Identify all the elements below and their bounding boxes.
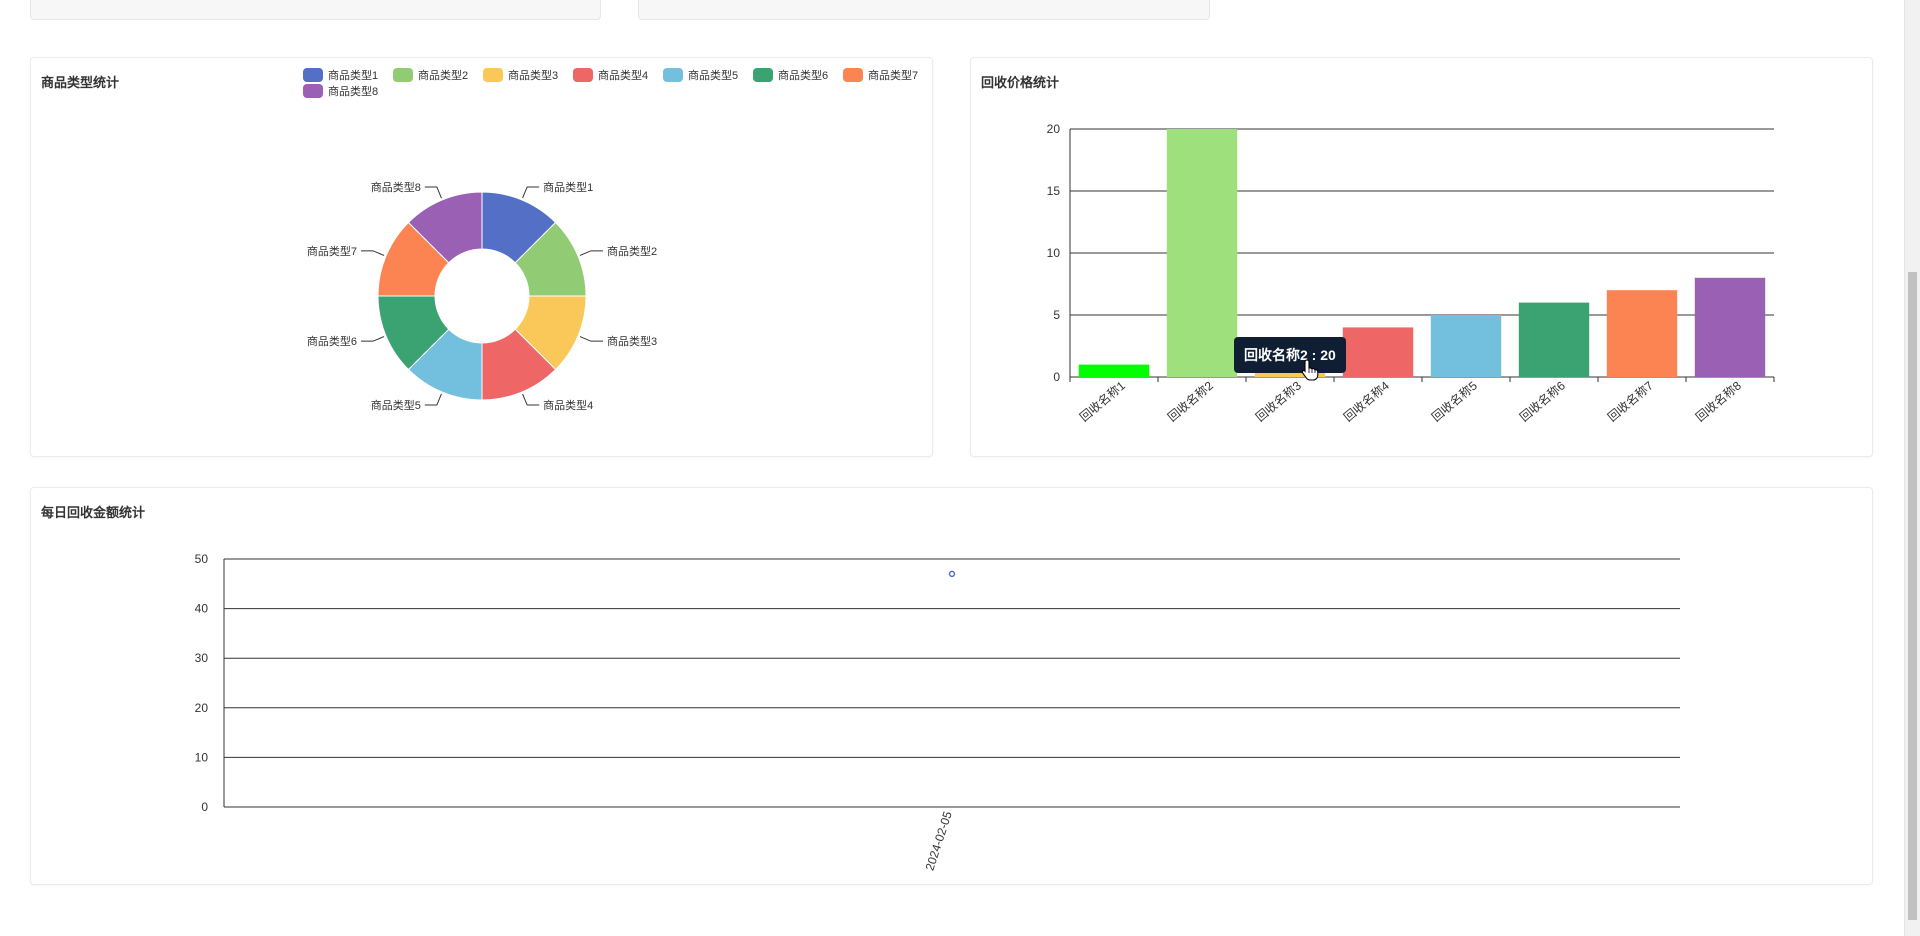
bar-1 (1078, 364, 1150, 377)
donut-leader-line-6 (360, 336, 385, 342)
legend-label-8: 商品类型8 (328, 84, 378, 98)
legend-swatch-6 (753, 68, 773, 82)
legend-label-7: 商品类型7 (868, 68, 918, 82)
bar-8 (1694, 277, 1766, 377)
bar-ytick-label: 20 (1047, 122, 1061, 136)
daily-amount-title: 每日回收金额统计 (41, 505, 146, 520)
daily-ytick-label: 50 (195, 552, 209, 566)
recycle-price-card: 回收价格统计 0 5 10 15 20 回收名称1 回收名称2 回收名称3 回收名称4 回收名称5… (970, 57, 1873, 457)
donut-label-4: 商品类型4 (543, 398, 593, 412)
hand-cursor-icon (1301, 359, 1319, 381)
donut-label-5: 商品类型5 (371, 398, 421, 412)
product-type-card: 商品类型统计 商品类型1 商品类型2 商品类型3 商品类型4 商品类型5 商品类型6 商品类… (30, 57, 933, 457)
bar-xtick-label-4: 回收名称4 (1340, 378, 1392, 425)
bar-xtick-label-1: 回收名称1 (1076, 378, 1128, 425)
legend-swatch-2 (393, 68, 413, 82)
donut-leader-line-4 (522, 393, 540, 406)
donut-label-7: 商品类型7 (307, 244, 357, 258)
daily-xtick-label-1: 2024-02-05 (923, 809, 955, 872)
daily-ytick-label: 20 (195, 701, 209, 715)
daily-ytick-label: 30 (195, 651, 209, 665)
donut-leader-line-3 (579, 336, 604, 342)
product-type-donut-chart: 商品类型1 商品类型2 商品类型3 商品类型4 商品类型5 商品类型6 商品类型7 商品类型8… (303, 68, 918, 412)
donut-label-2: 商品类型2 (607, 244, 657, 258)
legend-swatch-1 (303, 68, 323, 82)
bar-2 (1166, 129, 1238, 377)
daily-point-1 (948, 570, 956, 578)
bar-7 (1606, 290, 1678, 377)
legend-swatch-5 (663, 68, 683, 82)
bar-xtick-label-2: 回收名称2 (1164, 378, 1216, 425)
donut-leader-line-7 (360, 250, 385, 256)
legend-label-3: 商品类型3 (508, 68, 558, 82)
daily-ytick-label: 10 (195, 750, 209, 764)
product-type-title: 商品类型统计 (41, 75, 120, 90)
donut-leader-line-5 (424, 393, 442, 406)
legend-label-2: 商品类型2 (418, 68, 468, 82)
donut-leader-line-1 (522, 186, 540, 199)
daily-amount-line-chart: 0 10 20 30 40 50 2024-02-05 (195, 552, 1680, 872)
legend-swatch-8 (303, 84, 323, 98)
top-card-right (638, 0, 1210, 20)
legend-swatch-3 (483, 68, 503, 82)
bar-xtick-label-6: 回收名称6 (1516, 378, 1568, 425)
bar-ytick-label: 10 (1047, 246, 1061, 260)
legend-label-1: 商品类型1 (328, 68, 378, 82)
donut-label-8: 商品类型8 (371, 180, 421, 194)
bar-6 (1518, 302, 1590, 377)
bar-tooltip: 回收名称2 : 20 (1234, 337, 1346, 373)
page-scrollbar-thumb[interactable] (1908, 272, 1917, 920)
legend-swatch-7 (843, 68, 863, 82)
legend-swatch-4 (573, 68, 593, 82)
top-card-left (30, 0, 601, 20)
page-scrollbar[interactable] (1904, 0, 1920, 936)
daily-amount-card: 每日回收金额统计 0 10 20 30 40 50 2024-02-05 (30, 487, 1873, 885)
donut-slice-8 (407, 191, 483, 264)
legend-label-4: 商品类型4 (598, 68, 648, 82)
donut-leader-line-8 (424, 186, 442, 199)
legend-label-5: 商品类型5 (688, 68, 738, 82)
bar-ytick-label: 0 (1053, 370, 1060, 384)
bar-xtick-label-5: 回收名称5 (1428, 378, 1480, 425)
recycle-price-title: 回收价格统计 (981, 75, 1060, 90)
bar-ytick-label: 5 (1053, 308, 1060, 322)
recycle-price-bar-chart: 0 5 10 15 20 回收名称1 回收名称2 回收名称3 回收名称4 回收名称5 回收名称6 回收… (1047, 122, 1775, 425)
bar-4 (1342, 327, 1414, 377)
donut-label-1: 商品类型1 (543, 180, 593, 194)
daily-ytick-label: 40 (195, 602, 209, 616)
legend-label-6: 商品类型6 (778, 68, 828, 82)
donut-label-6: 商品类型6 (307, 334, 357, 348)
bar-xtick-label-7: 回收名称7 (1604, 378, 1656, 425)
bar-xtick-label-8: 回收名称8 (1692, 378, 1744, 425)
donut-label-3: 商品类型3 (607, 334, 657, 348)
daily-ytick-label: 0 (201, 800, 208, 814)
bar-xtick-label-3: 回收名称3 (1252, 378, 1304, 425)
bar-ytick-label: 15 (1047, 184, 1061, 198)
bar-5 (1430, 315, 1502, 377)
donut-leader-line-2 (579, 250, 604, 256)
